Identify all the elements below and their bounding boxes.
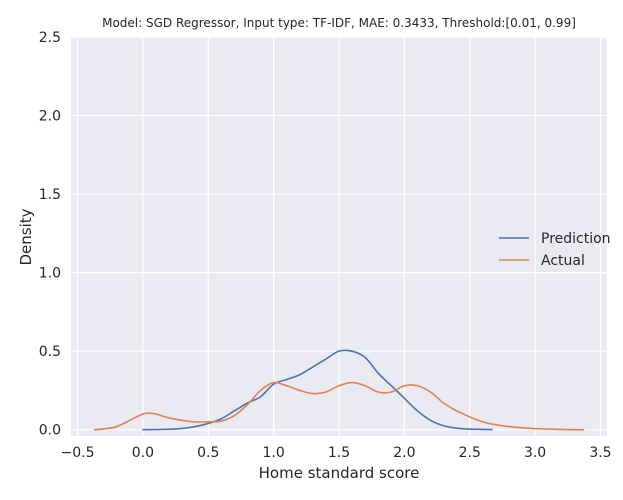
x-tick-label: 1.5 [328, 445, 350, 461]
x-tick-label: 2.5 [459, 445, 481, 461]
x-tick-label: 3.5 [589, 445, 611, 461]
x-tick-label: 3.0 [524, 445, 546, 461]
x-axis-label: Home standard score [259, 464, 420, 482]
x-tick-label: 0.0 [132, 445, 154, 461]
y-axis-label: Density [17, 208, 35, 265]
legend-label-prediction: Prediction [541, 231, 611, 247]
series-line-actual [93, 381, 585, 431]
y-tick-label: 0.0 [39, 423, 61, 439]
y-tick-label: 1.5 [39, 187, 61, 203]
x-tick-label: −0.5 [61, 445, 95, 461]
y-tick-label: 2.5 [39, 30, 61, 46]
y-tick-label: 2.0 [39, 109, 61, 125]
legend-label-actual: Actual [541, 253, 585, 269]
y-tick-label: 0.5 [39, 344, 61, 360]
tick-labels: −0.5 0.0 0.5 1.0 1.5 2.0 2.5 3.0 3.50.00.51.01.5… [39, 30, 612, 461]
x-tick-label: 2.0 [393, 445, 415, 461]
legend: Prediction Actual [499, 231, 611, 269]
x-tick-label: 0.5 [197, 445, 219, 461]
series-lines [93, 349, 585, 431]
x-tick-label: 1.0 [263, 445, 285, 461]
y-tick-label: 1.0 [39, 266, 61, 282]
chart-title: Model: SGD Regressor, Input type: TF-IDF… [102, 16, 576, 30]
